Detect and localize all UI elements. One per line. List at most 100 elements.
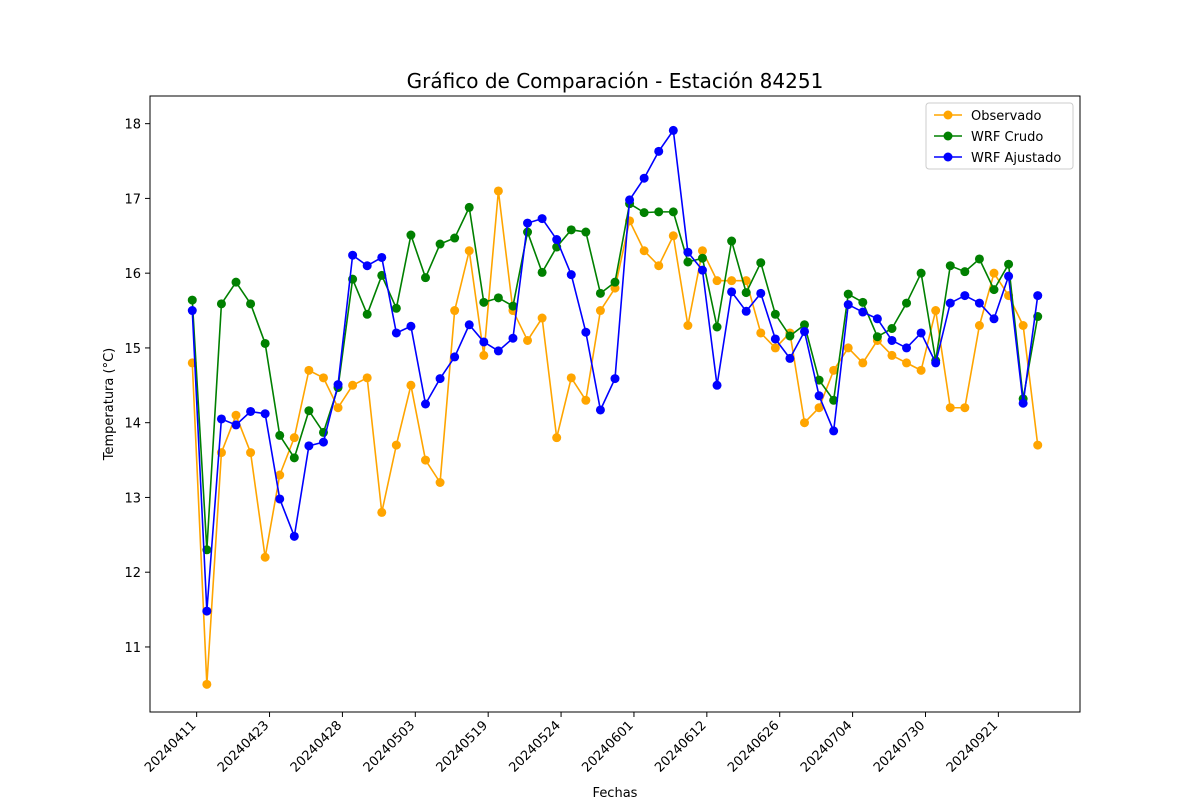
legend-marker [943,110,953,120]
data-point [727,287,737,297]
data-point [406,230,416,240]
data-point [625,195,635,205]
data-point [318,437,328,447]
legend-entries: Observado WRF Crudo WRF Ajustado [934,109,1061,166]
data-point [668,207,678,217]
data-point [1004,271,1014,281]
series-group [187,125,1043,616]
data-point [333,403,343,413]
y-tick-label: 12 [124,566,141,581]
data-point [566,373,576,383]
data-point [727,236,737,246]
data-point [843,343,853,353]
y-tick-label: 16 [124,267,141,282]
data-point [595,405,605,415]
data-point [727,276,737,286]
data-point [421,455,431,465]
data-point [406,321,416,331]
data-point [246,406,256,416]
data-point [450,352,460,362]
data-point [654,146,664,156]
data-point [785,353,795,363]
data-point [799,326,809,336]
data-point [552,433,562,443]
data-point [712,322,722,332]
data-point [989,268,999,278]
data-point [493,293,503,303]
data-point [231,277,241,287]
legend-marker [943,152,953,162]
data-point [552,235,562,245]
data-point [275,430,285,440]
data-point [858,358,868,368]
data-point [406,380,416,390]
data-point [479,337,489,347]
data-point [989,314,999,324]
data-point [377,507,387,517]
data-point [931,306,941,316]
data-point [697,265,707,275]
data-point [464,246,474,256]
legend-label: Observado [971,109,1042,124]
data-point [362,309,372,319]
data-point [362,261,372,271]
data-point [304,406,314,416]
data-point [187,295,197,305]
data-point [741,288,751,298]
data-point [829,395,839,405]
data-point [668,231,678,241]
data-point [246,299,256,309]
data-point [916,365,926,375]
data-point [683,321,693,331]
data-point [202,679,212,689]
data-point [216,414,226,424]
data-point [902,298,912,308]
data-point [741,306,751,316]
data-point [450,306,460,316]
data-point [275,494,285,504]
data-point [260,409,270,419]
data-point [595,306,605,316]
data-point [654,207,664,217]
data-point [902,358,912,368]
data-point [683,257,693,267]
data-point [479,350,489,360]
y-tick-label: 18 [124,118,141,133]
data-point [770,334,780,344]
data-point [275,470,285,480]
data-point [289,433,299,443]
data-point [843,289,853,299]
data-point [858,297,868,307]
data-point [231,420,241,430]
data-point [537,214,547,224]
data-point [974,254,984,264]
data-point [887,350,897,360]
data-point [537,267,547,277]
x-axis-label: Fechas [593,786,638,800]
data-point [318,373,328,383]
y-tick-label: 11 [124,641,141,656]
data-point [1004,259,1014,269]
data-point [581,227,591,237]
data-point [1033,440,1043,450]
y-axis-label: Temperatura (°C) [102,348,117,461]
data-point [712,380,722,390]
data-point [595,288,605,298]
data-point [464,202,474,212]
data-point [260,338,270,348]
data-point [785,331,795,341]
data-point [799,320,809,330]
data-point [377,252,387,262]
data-point [639,246,649,256]
data-point [435,374,445,384]
data-point [814,403,824,413]
data-point [770,309,780,319]
data-point [829,426,839,436]
y-tick-label: 13 [124,491,141,506]
data-point [697,246,707,256]
data-point [523,335,533,345]
data-point [333,380,343,390]
data-point [916,268,926,278]
data-point [902,343,912,353]
